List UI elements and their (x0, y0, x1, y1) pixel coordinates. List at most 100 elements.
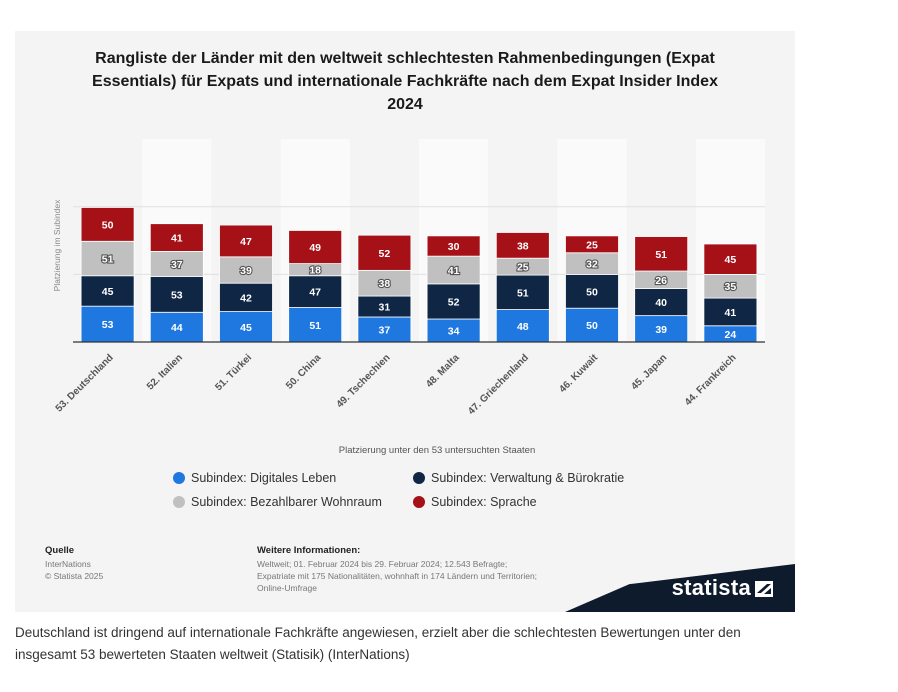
legend-label: Subindex: Digitales Leben (191, 471, 337, 485)
data-label: 48 (517, 321, 529, 333)
bar-segment (357, 316, 412, 343)
statista-logo-text: statista (671, 575, 751, 600)
category-tick-label: 49. Tschechien (335, 352, 393, 410)
bar-segment (288, 275, 343, 308)
bar-segment (80, 207, 135, 242)
chart-footer: Quelle InterNations © Statista 2025 Weit… (15, 541, 795, 612)
legend-item-sprache[interactable]: Subindex: Sprache (413, 495, 537, 509)
data-label: 37 (379, 324, 391, 336)
bar-segment (703, 243, 758, 275)
x-axis-label: Platzierung unter den 53 untersuchten St… (339, 445, 535, 456)
bar-segment (219, 224, 273, 258)
bar-segment (219, 256, 273, 284)
data-label: 40 (655, 297, 667, 309)
bar-segment (357, 269, 412, 297)
data-label: 44 (171, 322, 183, 334)
data-label: 53 (102, 319, 114, 331)
bar-segment (219, 311, 273, 343)
statista-logo-icon (755, 581, 773, 597)
bar-segment (149, 311, 204, 343)
y-axis-label: Platzierung im Subindex (52, 199, 62, 291)
bar-segment (495, 309, 550, 343)
data-label: 45 (725, 254, 737, 266)
category-tick-label: 53. Deutschland (54, 352, 116, 414)
legend-dot (413, 472, 425, 484)
bar-segment (288, 307, 343, 343)
data-label: 53 (171, 289, 183, 301)
data-label: 41 (725, 307, 737, 319)
data-label: 37 (171, 259, 183, 271)
source-name[interactable]: InterNations (45, 559, 91, 569)
stacked-bar-chart: 53 45 51 50 44 53 37 41 45 42 39 47 51 47 18 49 37 31 38 52… (52, 139, 765, 456)
category-tick-label: 47. Griechenland (466, 352, 531, 417)
legend-item-digitales-leben[interactable]: Subindex: Digitales Leben (173, 471, 336, 485)
bar-segment (634, 315, 689, 343)
category-tick-label: 44. Frankreich (683, 352, 739, 408)
data-label: 42 (240, 292, 252, 304)
info-line: Weltweit; 01. Februar 2024 bis 29. Febru… (257, 559, 508, 569)
category-tick-label: 48. Malta (424, 352, 462, 390)
data-label: 32 (586, 259, 598, 271)
data-label: 38 (379, 278, 391, 290)
data-label: 51 (309, 320, 321, 332)
legend-item-verwaltung-buerokratie[interactable]: Subindex: Verwaltung & Bürokratie (413, 471, 624, 485)
legend-item-bezahlbarer-wohnraum[interactable]: Subindex: Bezahlbarer Wohnraum (173, 495, 382, 509)
source-title: Quelle (45, 545, 75, 556)
bar-segment (634, 236, 689, 272)
category-tick-label: 45. Japan (629, 352, 669, 392)
bar-segment (357, 234, 412, 271)
bar-segment (495, 274, 550, 310)
statista-logo-band[interactable]: statista (565, 564, 795, 612)
data-label: 45 (240, 322, 252, 334)
info-line: Online-Umfrage (257, 583, 317, 593)
legend-label: Subindex: Bezahlbarer Wohnraum (191, 495, 382, 509)
data-label: 25 (517, 262, 529, 274)
bar-segment (149, 251, 204, 277)
bar-segment (634, 288, 689, 317)
data-label: 51 (517, 287, 529, 299)
bar-segment (426, 283, 481, 320)
data-label: 31 (379, 302, 391, 314)
data-label: 52 (379, 248, 391, 260)
data-label: 35 (725, 281, 737, 293)
legend-label: Subindex: Sprache (431, 495, 537, 509)
chart-legend: Subindex: Digitales Leben Subindex: Verw… (15, 469, 795, 519)
data-label: 26 (655, 275, 667, 287)
bar-segment (149, 276, 204, 313)
data-label: 38 (517, 240, 529, 252)
bar-segment (495, 232, 550, 259)
data-label: 51 (102, 254, 114, 266)
chart-title: Rangliste der Länder mit den weltweit sc… (92, 50, 718, 113)
data-label: 51 (655, 249, 667, 261)
copyright: © Statista 2025 (45, 571, 104, 581)
bar-segment (80, 240, 135, 277)
data-label: 50 (102, 219, 114, 231)
bar-segment (288, 230, 343, 264)
data-label: 50 (586, 320, 598, 332)
legend-dot (173, 472, 185, 484)
data-label: 52 (448, 296, 460, 308)
bar-segment (565, 235, 619, 254)
legend-label: Subindex: Verwaltung & Bürokratie (431, 471, 625, 485)
data-label: 30 (448, 241, 460, 253)
image-caption: Deutschland ist dringend auf internation… (15, 625, 741, 662)
chart-card: Rangliste der Länder mit den weltweit sc… (15, 31, 795, 612)
data-label: 39 (655, 324, 667, 336)
bar-segment (565, 273, 619, 309)
data-label: 45 (102, 286, 114, 298)
legend-dot (413, 496, 425, 508)
category-tick-label: 52. Italien (145, 352, 185, 392)
data-label: 39 (240, 265, 252, 277)
data-label: 49 (309, 242, 321, 254)
bar-segment (426, 235, 481, 257)
data-label: 47 (240, 236, 252, 248)
data-label: 41 (448, 265, 460, 277)
category-tick-label: 51. Türkei (213, 352, 254, 393)
info-title: Weitere Informationen: (257, 545, 361, 556)
data-label: 41 (171, 233, 183, 245)
info-line: Expatriate mit 175 Nationalitäten, wohnh… (257, 571, 538, 581)
data-label: 47 (309, 287, 321, 299)
data-label: 25 (586, 239, 598, 251)
bar-segment (149, 223, 204, 252)
category-tick-label: 50. China (284, 352, 324, 392)
